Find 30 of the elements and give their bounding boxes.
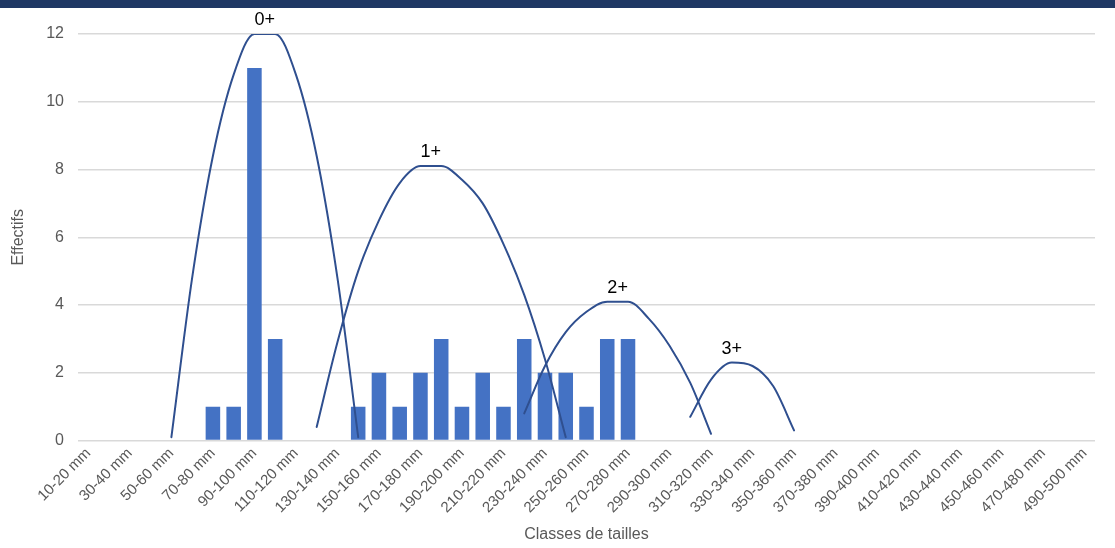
y-tick-label: 4 <box>55 295 65 313</box>
x-axis-title: Classes de tailles <box>524 524 649 542</box>
bar <box>205 406 221 440</box>
bar <box>620 338 636 440</box>
series-label: 0+ <box>254 8 276 29</box>
bar <box>392 406 407 440</box>
series-label: 1+ <box>420 141 442 162</box>
bar <box>267 338 283 440</box>
series-label: 3+ <box>721 337 743 358</box>
bar <box>226 406 241 440</box>
bar <box>516 338 532 440</box>
y-axis-title: Effectifs <box>9 208 27 266</box>
bar <box>413 372 428 440</box>
bar <box>247 67 262 440</box>
y-tick-label: 2 <box>55 363 65 381</box>
y-tick-label: 0 <box>55 430 65 448</box>
bar <box>496 406 511 440</box>
y-tick-label: 12 <box>46 24 65 42</box>
bar <box>433 338 449 440</box>
y-tick-label: 6 <box>55 227 65 245</box>
bar <box>454 406 470 440</box>
bar <box>537 372 553 440</box>
y-tick-label: 8 <box>55 159 65 177</box>
series-label: 2+ <box>607 276 628 297</box>
bar <box>579 406 594 440</box>
y-tick-label: 10 <box>46 92 65 110</box>
bar <box>371 372 387 440</box>
bar <box>558 372 574 440</box>
bar <box>599 338 615 440</box>
bar <box>475 372 490 440</box>
